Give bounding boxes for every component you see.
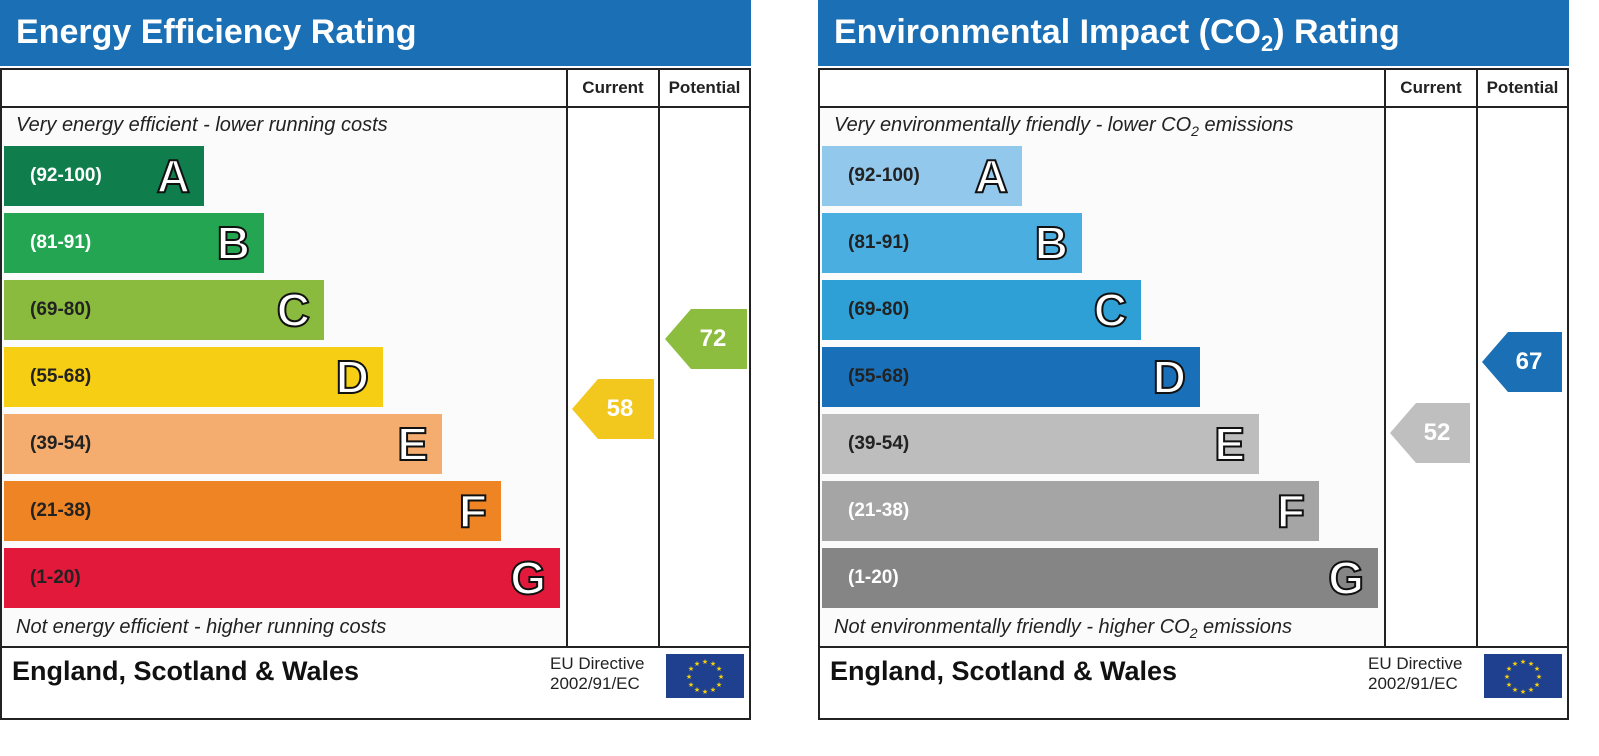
svg-text:★: ★ [1528,686,1534,694]
band-letter: G [1327,551,1365,605]
title-bar: Energy Efficiency Rating [0,0,751,66]
eu-directive-label: EU Directive 2002/91/EC [550,654,645,693]
svg-text:★: ★ [1528,660,1534,668]
band-f: (21-38) F [822,481,1319,541]
svg-text:★: ★ [718,673,724,681]
bottom-caption: Not energy efficient - higher running co… [16,616,387,638]
svg-text:★: ★ [702,688,708,696]
band-letter: C [1093,283,1128,337]
band-c: (69-80) C [822,280,1141,340]
chart-title: Energy Efficiency Rating [16,13,417,51]
svg-text:★: ★ [716,681,722,689]
band-range: (81-91) [848,232,910,253]
band-letter: B [1034,216,1069,270]
band-range: (69-80) [848,299,910,320]
potential-column-header: Potential [1486,78,1559,97]
svg-text:★: ★ [688,665,694,673]
svg-text:★: ★ [688,681,694,689]
band-letter: E [1213,417,1246,471]
band-range: (92-100) [30,165,102,186]
svg-text:★: ★ [1520,658,1526,666]
band-b: (81-91) B [4,213,264,273]
eu-flag-icon: ★ ★ ★ ★ ★ ★ ★ ★ ★ ★ ★ ★ [666,654,744,698]
potential-rating-arrow: 67 [1482,332,1562,393]
band-letter: D [1152,350,1187,404]
band-letter: B [216,216,251,270]
svg-text:★: ★ [710,660,716,668]
svg-text:★: ★ [1512,686,1518,694]
band-letter: C [276,283,311,337]
band-e: (39-54) E [4,414,442,474]
chart-title: Environmental Impact (CO2) Rating [834,13,1400,56]
potential-column-header: Potential [668,78,741,97]
svg-text:★: ★ [686,673,692,681]
svg-text:★: ★ [1536,673,1542,681]
energy-efficiency-panel: Energy Efficiency Rating Current Potenti… [0,0,751,720]
band-g: (1-20) G [822,548,1378,608]
current-column-header: Current [1400,78,1462,97]
band-c: (69-80) C [4,280,324,340]
band-range: (1-20) [848,567,899,588]
band-letter: D [335,350,370,404]
svg-text:★: ★ [1534,665,1540,673]
potential-rating-value: 72 [699,324,727,352]
current-rating-arrow: 58 [572,378,654,439]
svg-text:★: ★ [694,686,700,694]
band-e: (39-54) E [822,414,1259,474]
band-a: (92-100) A [4,146,204,206]
band-range: (39-54) [848,433,910,454]
svg-text:★: ★ [1520,688,1526,696]
band-range: (55-68) [30,366,92,387]
rating-frame: Current Potential Very environmentally f… [818,68,1569,720]
title-bar: Environmental Impact (CO2) Rating [818,0,1569,66]
svg-text:★: ★ [1534,681,1540,689]
band-letter: G [509,551,547,605]
svg-text:★: ★ [1504,673,1510,681]
svg-text:★: ★ [716,665,722,673]
band-range: (69-80) [30,299,92,320]
svg-text:★: ★ [702,658,708,666]
rating-frame: Current Potential Very energy efficient … [0,68,751,720]
band-range: (21-38) [848,500,910,521]
band-range: (1-20) [30,567,81,588]
band-range: (92-100) [848,165,920,186]
footer-region: England, Scotland & Wales [12,656,360,686]
svg-text:★: ★ [694,660,700,668]
potential-rating-value: 67 [1515,348,1543,376]
band-d: (55-68) D [4,347,383,407]
band-letter: A [974,149,1009,203]
svg-text:★: ★ [1512,660,1518,668]
band-range: (81-91) [30,232,92,253]
potential-rating-arrow: 72 [665,308,747,369]
band-range: (21-38) [30,500,92,521]
band-f: (21-38) F [4,481,501,541]
svg-text:★: ★ [1506,681,1512,689]
current-rating-arrow: 52 [1390,402,1470,463]
bottom-caption: Not environmentally friendly - higher CO… [834,616,1292,641]
current-rating-value: 52 [1423,418,1451,446]
band-b: (81-91) B [822,213,1082,273]
band-letter: E [396,417,429,471]
band-a: (92-100) A [822,146,1022,206]
eu-flag-icon: ★ ★ ★ ★ ★ ★ ★ ★ ★ ★ ★ ★ [1484,654,1562,698]
band-letter: F [458,484,488,538]
top-caption: Very energy efficient - lower running co… [16,114,388,136]
top-caption: Very environmentally friendly - lower CO… [834,114,1294,139]
band-letter: F [1276,484,1306,538]
current-column-header: Current [582,78,644,97]
current-rating-value: 58 [606,394,634,422]
band-d: (55-68) D [822,347,1200,407]
band-g: (1-20) G [4,548,560,608]
band-letter: A [156,149,191,203]
eu-directive-label: EU Directive 2002/91/EC [1368,654,1463,693]
svg-text:★: ★ [1506,665,1512,673]
svg-text:★: ★ [710,686,716,694]
band-range: (39-54) [30,433,92,454]
footer-region: England, Scotland & Wales [830,656,1178,686]
environmental-impact-panel: Environmental Impact (CO2) Rating Curren… [818,0,1569,720]
band-range: (55-68) [848,366,910,387]
